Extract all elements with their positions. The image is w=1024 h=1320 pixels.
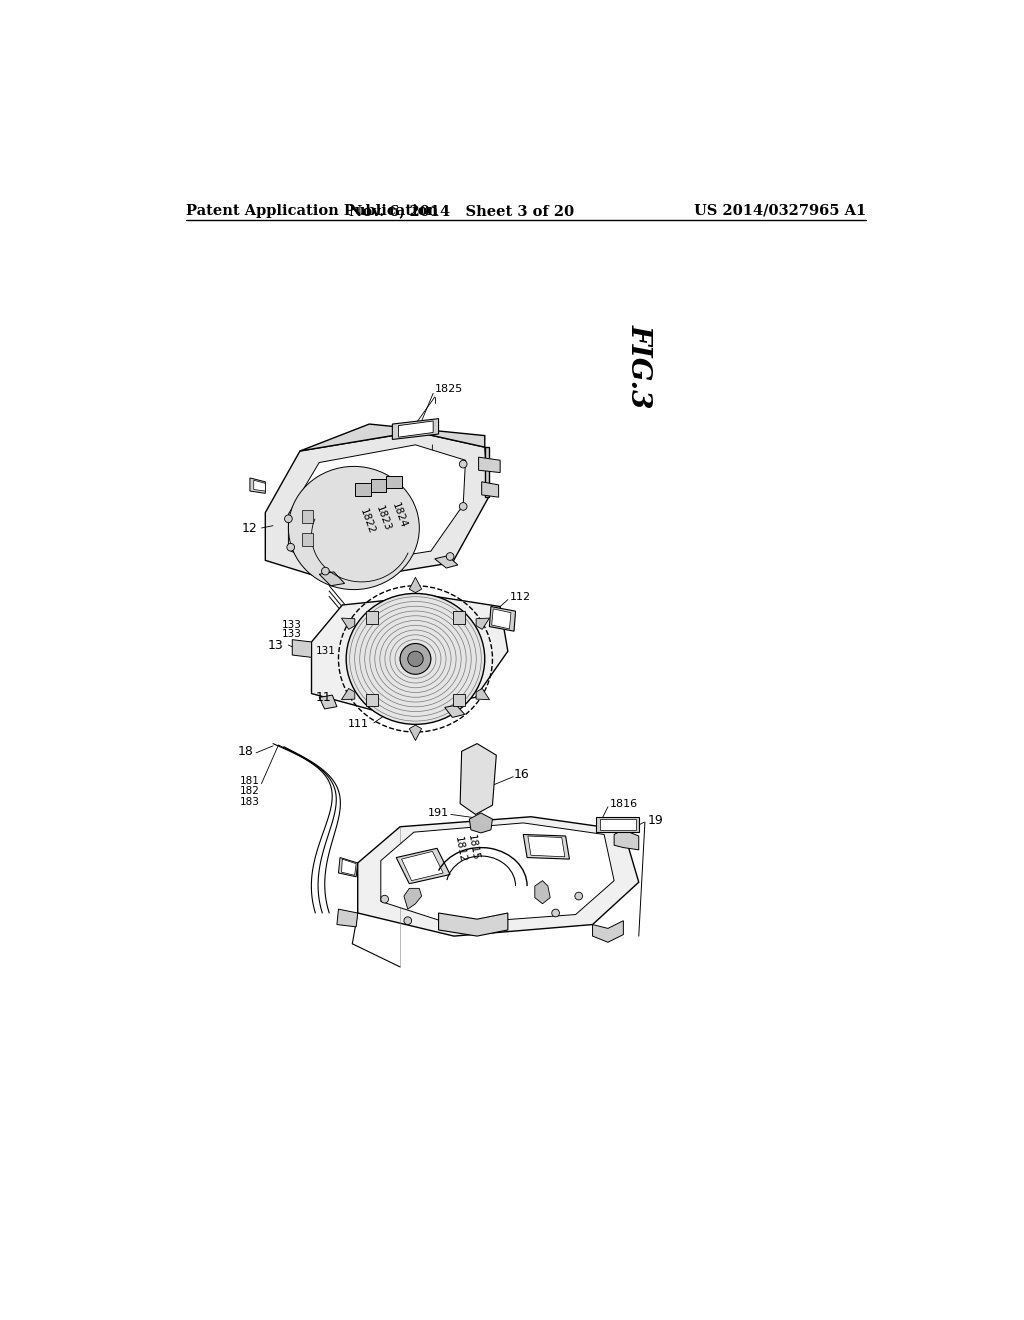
Polygon shape: [289, 445, 466, 568]
Text: 133: 133: [282, 620, 301, 630]
Polygon shape: [381, 822, 614, 924]
Circle shape: [287, 544, 295, 552]
Polygon shape: [481, 482, 499, 498]
Circle shape: [552, 909, 559, 917]
Circle shape: [403, 917, 412, 924]
Polygon shape: [403, 888, 422, 909]
Text: 1823: 1823: [374, 504, 392, 533]
Polygon shape: [476, 689, 489, 700]
Polygon shape: [355, 483, 371, 496]
Polygon shape: [438, 913, 508, 936]
Polygon shape: [401, 851, 443, 880]
Text: 182: 182: [240, 787, 260, 796]
Polygon shape: [484, 447, 488, 498]
Polygon shape: [453, 611, 465, 623]
Text: 1822: 1822: [357, 508, 376, 536]
Polygon shape: [371, 479, 386, 492]
Circle shape: [408, 651, 423, 667]
Text: 11: 11: [315, 690, 331, 704]
Text: 12: 12: [242, 521, 258, 535]
Polygon shape: [492, 609, 511, 628]
Polygon shape: [319, 696, 337, 709]
Circle shape: [460, 461, 467, 469]
Polygon shape: [366, 611, 378, 623]
Text: 183: 183: [240, 797, 260, 807]
Polygon shape: [301, 511, 313, 523]
Polygon shape: [357, 817, 639, 936]
Polygon shape: [460, 743, 497, 814]
Polygon shape: [593, 921, 624, 942]
Circle shape: [446, 553, 454, 561]
Text: 181: 181: [240, 776, 260, 785]
Polygon shape: [386, 475, 401, 488]
Polygon shape: [489, 607, 515, 631]
Polygon shape: [319, 572, 345, 586]
Text: FIG.3: FIG.3: [626, 325, 652, 408]
Polygon shape: [444, 705, 465, 718]
Text: Patent Application Publication: Patent Application Publication: [186, 203, 438, 218]
Ellipse shape: [346, 594, 484, 725]
Text: 191: 191: [427, 808, 449, 818]
Circle shape: [285, 515, 292, 523]
Polygon shape: [528, 836, 565, 857]
Text: US 2014/0327965 A1: US 2014/0327965 A1: [693, 203, 866, 218]
Polygon shape: [292, 640, 311, 657]
Polygon shape: [535, 880, 550, 904]
Text: 1824: 1824: [390, 502, 409, 529]
Polygon shape: [254, 480, 265, 491]
Text: 1812: 1812: [453, 836, 467, 863]
Circle shape: [460, 503, 467, 511]
Polygon shape: [478, 457, 500, 473]
Text: 133: 133: [282, 630, 301, 639]
Polygon shape: [410, 577, 422, 593]
Polygon shape: [523, 834, 569, 859]
Ellipse shape: [289, 466, 419, 590]
Polygon shape: [469, 813, 493, 833]
Text: 19: 19: [648, 814, 664, 828]
Polygon shape: [476, 618, 489, 630]
Text: 1816: 1816: [609, 799, 638, 809]
Text: 131: 131: [315, 647, 335, 656]
Text: 13: 13: [267, 639, 283, 652]
Text: 1825: 1825: [435, 384, 463, 395]
Text: 18: 18: [238, 744, 254, 758]
Polygon shape: [341, 689, 354, 700]
Circle shape: [400, 644, 431, 675]
Polygon shape: [250, 478, 265, 494]
Polygon shape: [398, 421, 433, 437]
Polygon shape: [396, 849, 451, 884]
Circle shape: [574, 892, 583, 900]
Polygon shape: [600, 818, 636, 830]
Polygon shape: [596, 817, 639, 832]
Polygon shape: [301, 533, 313, 545]
Circle shape: [322, 568, 330, 576]
Text: 1815: 1815: [466, 834, 480, 862]
Polygon shape: [453, 694, 465, 706]
Polygon shape: [366, 694, 378, 706]
Polygon shape: [410, 725, 422, 741]
Polygon shape: [300, 424, 484, 451]
Circle shape: [381, 895, 388, 903]
Polygon shape: [265, 432, 488, 582]
Text: 112: 112: [509, 593, 530, 602]
Text: 111: 111: [348, 719, 370, 730]
Polygon shape: [435, 556, 458, 568]
Polygon shape: [342, 859, 356, 875]
Polygon shape: [339, 858, 357, 876]
Polygon shape: [392, 418, 438, 440]
Polygon shape: [341, 618, 354, 630]
Polygon shape: [614, 830, 639, 850]
Polygon shape: [337, 909, 357, 927]
Polygon shape: [311, 595, 508, 711]
Text: Nov. 6, 2014   Sheet 3 of 20: Nov. 6, 2014 Sheet 3 of 20: [349, 203, 574, 218]
Text: 16: 16: [514, 768, 529, 781]
